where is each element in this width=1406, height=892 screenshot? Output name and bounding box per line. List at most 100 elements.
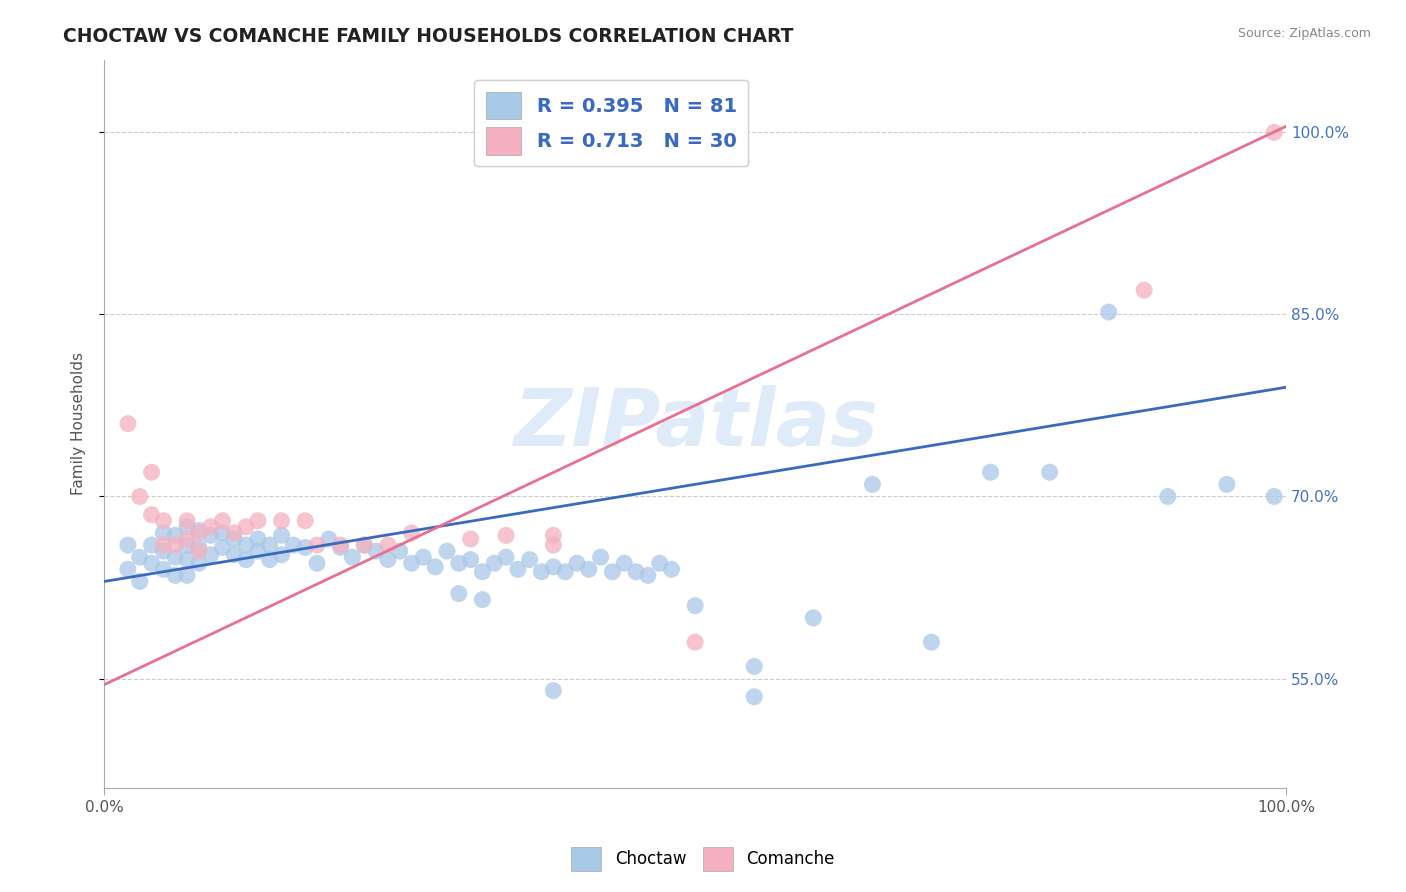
Point <box>401 525 423 540</box>
Point <box>211 541 233 555</box>
Point <box>187 556 209 570</box>
Point <box>801 611 824 625</box>
Point <box>1133 283 1156 297</box>
Point <box>624 565 647 579</box>
Point <box>519 552 541 566</box>
Point <box>259 538 281 552</box>
Point <box>401 556 423 570</box>
Point <box>152 525 174 540</box>
Point <box>141 556 163 570</box>
Point <box>176 552 198 566</box>
Point <box>141 465 163 479</box>
Point <box>152 538 174 552</box>
Point <box>1157 490 1180 504</box>
Legend: R = 0.395   N = 81, R = 0.713   N = 30: R = 0.395 N = 81, R = 0.713 N = 30 <box>474 80 748 167</box>
Point <box>117 417 139 431</box>
Point <box>1039 465 1062 479</box>
Point <box>165 568 187 582</box>
Point <box>920 635 942 649</box>
Point <box>165 528 187 542</box>
Point <box>246 514 269 528</box>
Point <box>294 541 316 555</box>
Point <box>211 514 233 528</box>
Point <box>648 556 671 570</box>
Point <box>1216 477 1239 491</box>
Point <box>471 592 494 607</box>
Point <box>353 538 375 552</box>
Text: ZIPatlas: ZIPatlas <box>513 384 877 463</box>
Point <box>460 532 482 546</box>
Point <box>342 550 364 565</box>
Point <box>530 565 553 579</box>
Point <box>425 560 447 574</box>
Point <box>543 528 565 542</box>
Point <box>187 525 209 540</box>
Point <box>187 544 209 558</box>
Point <box>495 550 517 565</box>
Point <box>246 532 269 546</box>
Point <box>176 514 198 528</box>
Point <box>860 477 883 491</box>
Point <box>211 525 233 540</box>
Point <box>141 508 163 522</box>
Point <box>377 552 399 566</box>
Point <box>447 556 470 570</box>
Point <box>683 599 706 613</box>
Point <box>128 550 150 565</box>
Point <box>578 562 600 576</box>
Point <box>200 528 222 542</box>
Point <box>176 538 198 552</box>
Point <box>377 538 399 552</box>
Point <box>270 514 292 528</box>
Point <box>602 565 624 579</box>
Point <box>270 528 292 542</box>
Point <box>364 544 387 558</box>
Point <box>554 565 576 579</box>
Point <box>613 556 636 570</box>
Point <box>200 520 222 534</box>
Point <box>980 465 1002 479</box>
Point <box>224 548 246 562</box>
Point <box>436 544 458 558</box>
Point <box>447 586 470 600</box>
Point <box>1263 125 1285 139</box>
Point <box>589 550 612 565</box>
Point <box>235 552 257 566</box>
Point <box>128 574 150 589</box>
Point <box>152 514 174 528</box>
Legend: Choctaw, Comanche: Choctaw, Comanche <box>562 839 844 880</box>
Point <box>471 565 494 579</box>
Point <box>742 690 765 704</box>
Point <box>235 520 257 534</box>
Point <box>117 562 139 576</box>
Point <box>565 556 588 570</box>
Point <box>543 538 565 552</box>
Point <box>329 538 352 552</box>
Point <box>353 538 375 552</box>
Point <box>117 538 139 552</box>
Text: Source: ZipAtlas.com: Source: ZipAtlas.com <box>1237 27 1371 40</box>
Point <box>412 550 434 565</box>
Point <box>235 538 257 552</box>
Point <box>152 562 174 576</box>
Point <box>506 562 529 576</box>
Point <box>128 490 150 504</box>
Point <box>176 520 198 534</box>
Point <box>176 532 198 546</box>
Point <box>637 568 659 582</box>
Point <box>187 541 209 555</box>
Point <box>543 683 565 698</box>
Point <box>176 568 198 582</box>
Point <box>484 556 506 570</box>
Point <box>187 524 209 538</box>
Point <box>283 538 305 552</box>
Point <box>152 544 174 558</box>
Point <box>543 560 565 574</box>
Point <box>742 659 765 673</box>
Y-axis label: Family Households: Family Households <box>72 352 86 495</box>
Point <box>683 635 706 649</box>
Point <box>305 538 328 552</box>
Point <box>165 550 187 565</box>
Point <box>224 532 246 546</box>
Point <box>294 514 316 528</box>
